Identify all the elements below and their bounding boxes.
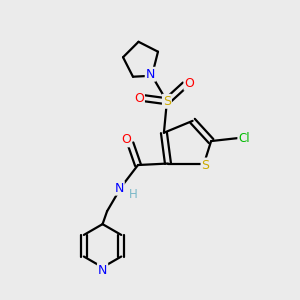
- Text: O: O: [121, 133, 131, 146]
- Text: S: S: [202, 158, 209, 172]
- Text: S: S: [163, 95, 171, 108]
- Text: N: N: [114, 182, 124, 195]
- Text: O: O: [134, 92, 144, 105]
- Text: H: H: [128, 188, 137, 201]
- Text: N: N: [146, 68, 155, 81]
- Text: N: N: [98, 264, 107, 277]
- Text: Cl: Cl: [238, 132, 250, 145]
- Text: O: O: [184, 77, 194, 90]
